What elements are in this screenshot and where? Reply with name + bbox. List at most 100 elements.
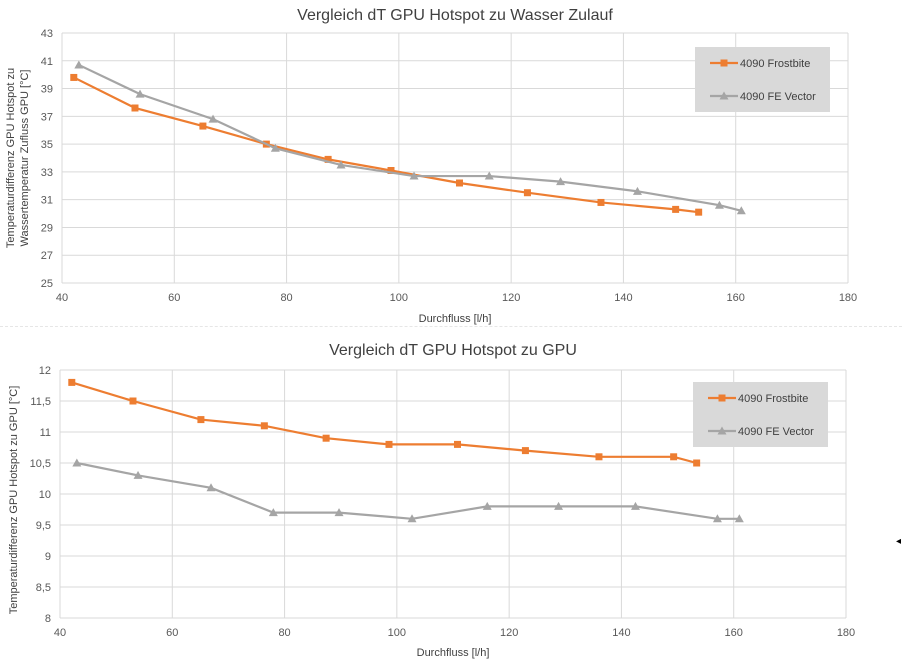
x-tick-label: 40 [56, 292, 68, 304]
data-point [630, 501, 640, 510]
data-point [385, 440, 393, 448]
y-axis-label: Wassertemperatur Zufluss GPU [°C] [19, 70, 31, 247]
data-point [632, 186, 642, 195]
data-point [270, 143, 280, 152]
series-line-frostbite [71, 381, 697, 465]
y-tick-label: 8 [45, 613, 51, 625]
data-point [70, 73, 78, 81]
data-point [387, 167, 395, 174]
data-point [455, 179, 463, 187]
legend: 4090 Frostbite 4090 FE Vector [693, 382, 828, 447]
x-tick-label: 80 [280, 292, 292, 304]
data-point [409, 171, 419, 180]
data-point [695, 208, 703, 216]
legend: 4090 Frostbite 4090 FE Vector [695, 47, 830, 112]
y-tick-label: 41 [41, 56, 53, 68]
data-point [736, 206, 746, 215]
legend-label: 4090 FE Vector [738, 426, 814, 438]
y-tick-label: 33 [41, 167, 53, 179]
x-tick-label: 160 [725, 627, 743, 639]
data-point [597, 198, 605, 206]
x-tick-label: 120 [500, 627, 518, 639]
y-tick-label: 9,5 [36, 520, 51, 532]
data-point [712, 514, 722, 523]
data-point [521, 447, 529, 455]
x-tick-label: 140 [612, 627, 630, 639]
data-point [131, 104, 139, 112]
series-line-vector [76, 461, 740, 520]
data-point [208, 114, 218, 123]
data-point [199, 122, 207, 130]
data-point [336, 160, 346, 169]
data-point [714, 200, 724, 209]
data-point [135, 89, 145, 98]
series-line-frostbite [73, 76, 699, 214]
cursor-caret-icon: ◂ [896, 536, 902, 547]
data-point [74, 60, 84, 69]
legend-marker-triangle-icon [719, 91, 729, 100]
y-tick-label: 35 [41, 139, 53, 151]
data-point [734, 514, 744, 523]
y-tick-label: 9 [45, 551, 51, 563]
legend-box [695, 47, 830, 112]
y-tick-label: 25 [41, 278, 53, 290]
y-tick-label: 29 [41, 222, 53, 234]
data-point [260, 422, 268, 430]
x-axis-label: Durchfluss [l/h] [419, 313, 492, 325]
data-point [556, 177, 566, 186]
data-point [670, 453, 678, 461]
chart-1: 25 27 29 31 33 35 37 39 41 43 40 60 80 100 120 140 160 18… [5, 7, 857, 325]
data-point [133, 470, 143, 479]
data-point [197, 416, 205, 424]
x-tick-label: 120 [502, 292, 520, 304]
x-tick-label: 60 [166, 627, 178, 639]
chart-title: Vergleich dT GPU Hotspot zu Wasser Zulau… [297, 7, 613, 24]
legend-label: 4090 Frostbite [738, 393, 808, 405]
data-point [324, 155, 332, 163]
legend-label: 4090 Frostbite [740, 58, 810, 70]
legend-marker-square-icon [718, 394, 726, 402]
data-point [68, 378, 76, 386]
data-point [322, 434, 330, 442]
data-point [407, 514, 417, 523]
x-tick-label: 100 [390, 292, 408, 304]
y-tick-label: 31 [41, 195, 53, 207]
y-tick-label: 8,5 [36, 582, 51, 594]
data-point [595, 453, 603, 461]
chart-separator [0, 326, 902, 327]
legend-marker-triangle-icon [717, 426, 727, 435]
x-tick-label: 80 [278, 627, 290, 639]
data-point [72, 458, 82, 467]
x-axis-label: Durchfluss [l/h] [417, 647, 490, 659]
series-line-vector [78, 63, 742, 212]
legend-label: 4090 FE Vector [740, 91, 816, 103]
data-point [206, 483, 216, 492]
y-tick-label: 11 [40, 427, 51, 439]
y-tick-label: 10,5 [30, 458, 51, 470]
y-axis-label: Temperaturdifferenz GPU Hotspot zu GPU [… [8, 386, 20, 615]
x-tick-label: 180 [839, 292, 857, 304]
y-tick-label: 43 [41, 28, 53, 40]
y-axis-label: Temperaturdifferenz GPU Hotspot zu [5, 68, 17, 248]
x-tick-label: 140 [614, 292, 632, 304]
y-tick-label: 39 [41, 84, 53, 96]
x-tick-label: 160 [727, 292, 745, 304]
data-point [484, 171, 494, 180]
y-tick-label: 10 [39, 489, 51, 501]
data-point [482, 501, 492, 510]
y-tick-label: 11,5 [30, 396, 51, 408]
data-point [268, 508, 278, 517]
y-tick-label: 37 [41, 111, 53, 123]
data-point [523, 189, 531, 197]
x-tick-label: 60 [168, 292, 180, 304]
data-point [334, 508, 344, 517]
data-point [672, 205, 680, 213]
legend-box [693, 382, 828, 447]
chart-2: 8 8,5 9 9,5 10 10,5 11 11,5 12 40 60 80 100 120 140 160… [8, 342, 855, 659]
data-point [453, 440, 461, 448]
chart-title: Vergleich dT GPU Hotspot zu GPU [329, 342, 577, 359]
data-point [554, 501, 564, 510]
x-tick-label: 100 [388, 627, 406, 639]
